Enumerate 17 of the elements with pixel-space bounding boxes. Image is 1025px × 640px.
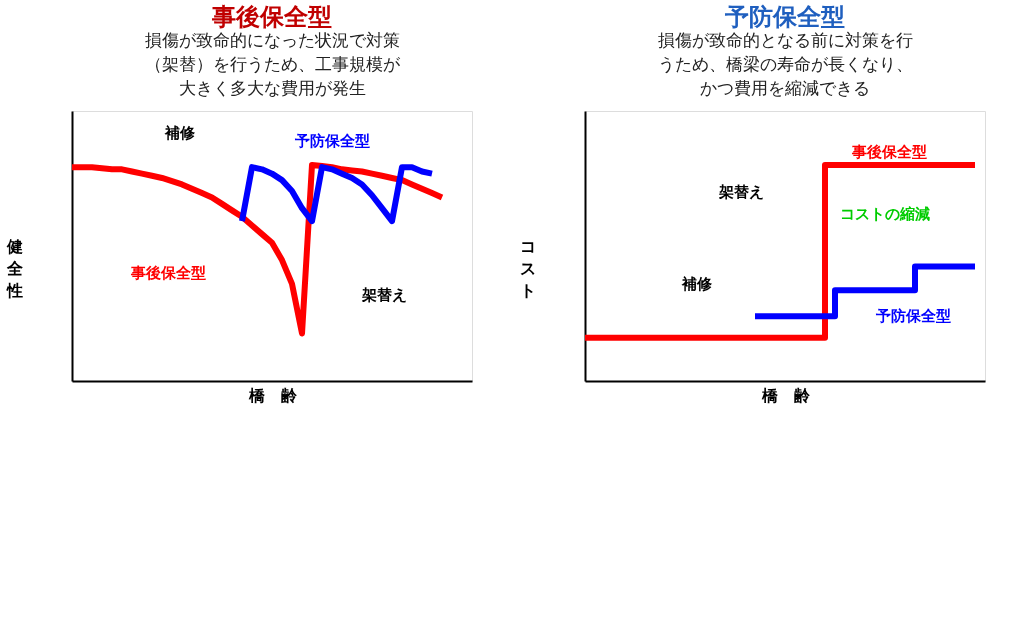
- text: 予防保全型: [874, 307, 951, 326]
- annotation: 補修: [681, 274, 713, 293]
- y-axis-title: 健全性: [5, 236, 24, 300]
- text: 事後保全型: [211, 3, 332, 31]
- text: 事後保全型: [850, 142, 927, 161]
- text: 事後保全型: [129, 264, 206, 282]
- annotation: 架替え: [717, 183, 764, 201]
- chart-subtitle: 損傷が致命的となる前に対策を行うため、橋梁の寿命が長くなり、かつ費用を縮減できる: [657, 30, 913, 98]
- x-axis-title: 橋 齢: [760, 385, 811, 405]
- text: 予防保全型: [293, 131, 370, 150]
- chart-subtitle: 損傷が致命的になった状況で対策（架替）を行うため、工事規模が大きく多大な費用が発生: [144, 30, 401, 98]
- text: 予防保全型: [724, 3, 845, 31]
- text: 補修: [164, 123, 196, 142]
- y-axis-title: コスト: [519, 236, 536, 300]
- annotation: 架替え: [360, 285, 407, 304]
- x-axis-title: 橋 齢: [247, 385, 298, 405]
- annotation: コストの縮減: [840, 204, 930, 223]
